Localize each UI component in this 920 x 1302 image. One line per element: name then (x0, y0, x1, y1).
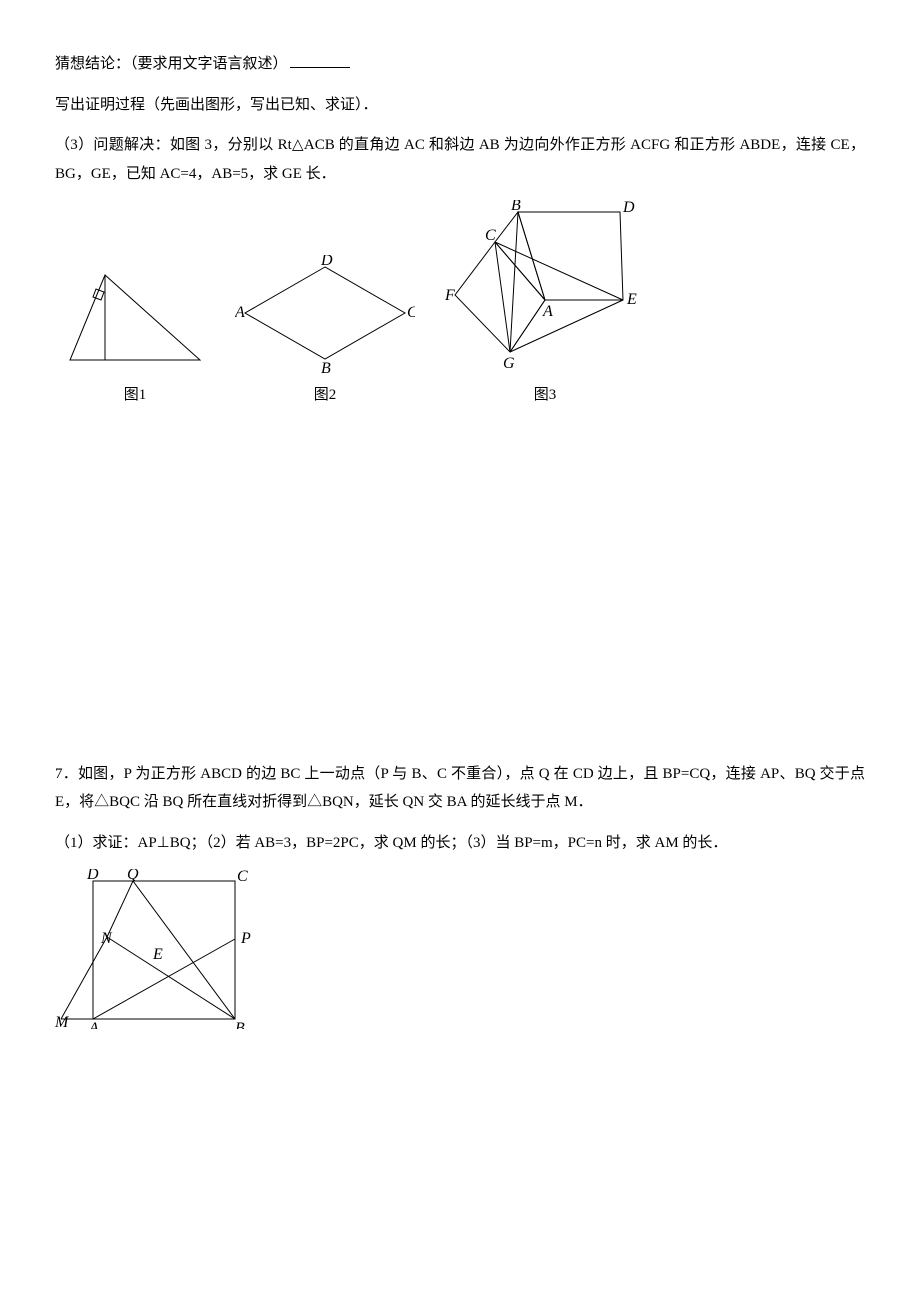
proof-instruction: 写出证明过程（先画出图形，写出已知、求证）． (55, 91, 865, 120)
label-C3: C (485, 227, 496, 244)
figure-2-caption: 图2 (314, 381, 337, 410)
label-C7: C (237, 869, 248, 885)
label-A3: A (542, 303, 553, 320)
label-N7: N (100, 930, 113, 947)
label-C: C (407, 304, 415, 321)
conjecture-text: 猜想结论：（要求用文字语言叙述） (55, 56, 288, 72)
problem-3-text: （3）问题解决：如图 3，分别以 Rt△ACB 的直角边 AC 和斜边 AB 为… (55, 131, 865, 188)
problem-7-questions: （1）求证：AP⊥BQ；（2）若 AB=3，BP=2PC，求 QM 的长；（3）… (55, 829, 865, 858)
blank-line (290, 67, 350, 68)
label-M7: M (55, 1014, 70, 1029)
label-B7: B (235, 1020, 245, 1029)
figure-1-svg (65, 265, 205, 375)
figure-7: D Q C P N E M A B (55, 869, 865, 1040)
label-D3: D (622, 200, 635, 216)
figure-3-caption: 图3 (534, 381, 557, 410)
label-E3: E (626, 291, 637, 308)
label-Q7: Q (127, 869, 139, 883)
label-D7: D (86, 869, 99, 883)
vertical-spacer (55, 430, 865, 760)
figure-1: 图1 (65, 265, 205, 410)
label-B3: B (511, 200, 521, 214)
label-G3: G (503, 355, 515, 372)
figure-1-caption: 图1 (124, 381, 147, 410)
conjecture-line: 猜想结论：（要求用文字语言叙述） (55, 50, 865, 79)
problem-7-text: 7．如图，P 为正方形 ABCD 的边 BC 上一动点（P 与 B、C 不重合）… (55, 760, 865, 817)
label-A: A (235, 304, 245, 321)
figure-3: B D C F A E G 图3 (445, 200, 645, 410)
figures-row-1: 图1 D A C B 图2 (55, 200, 865, 410)
label-D: D (320, 255, 333, 269)
figure-3-svg: B D C F A E G (445, 200, 645, 375)
label-F3: F (445, 287, 455, 304)
label-A7: A (88, 1020, 99, 1029)
label-B: B (321, 360, 331, 375)
figure-2: D A C B 图2 (235, 255, 415, 410)
figure-2-svg: D A C B (235, 255, 415, 375)
figure-7-svg: D Q C P N E M A B (55, 869, 260, 1029)
label-E7: E (152, 946, 163, 963)
label-P7: P (240, 930, 251, 947)
